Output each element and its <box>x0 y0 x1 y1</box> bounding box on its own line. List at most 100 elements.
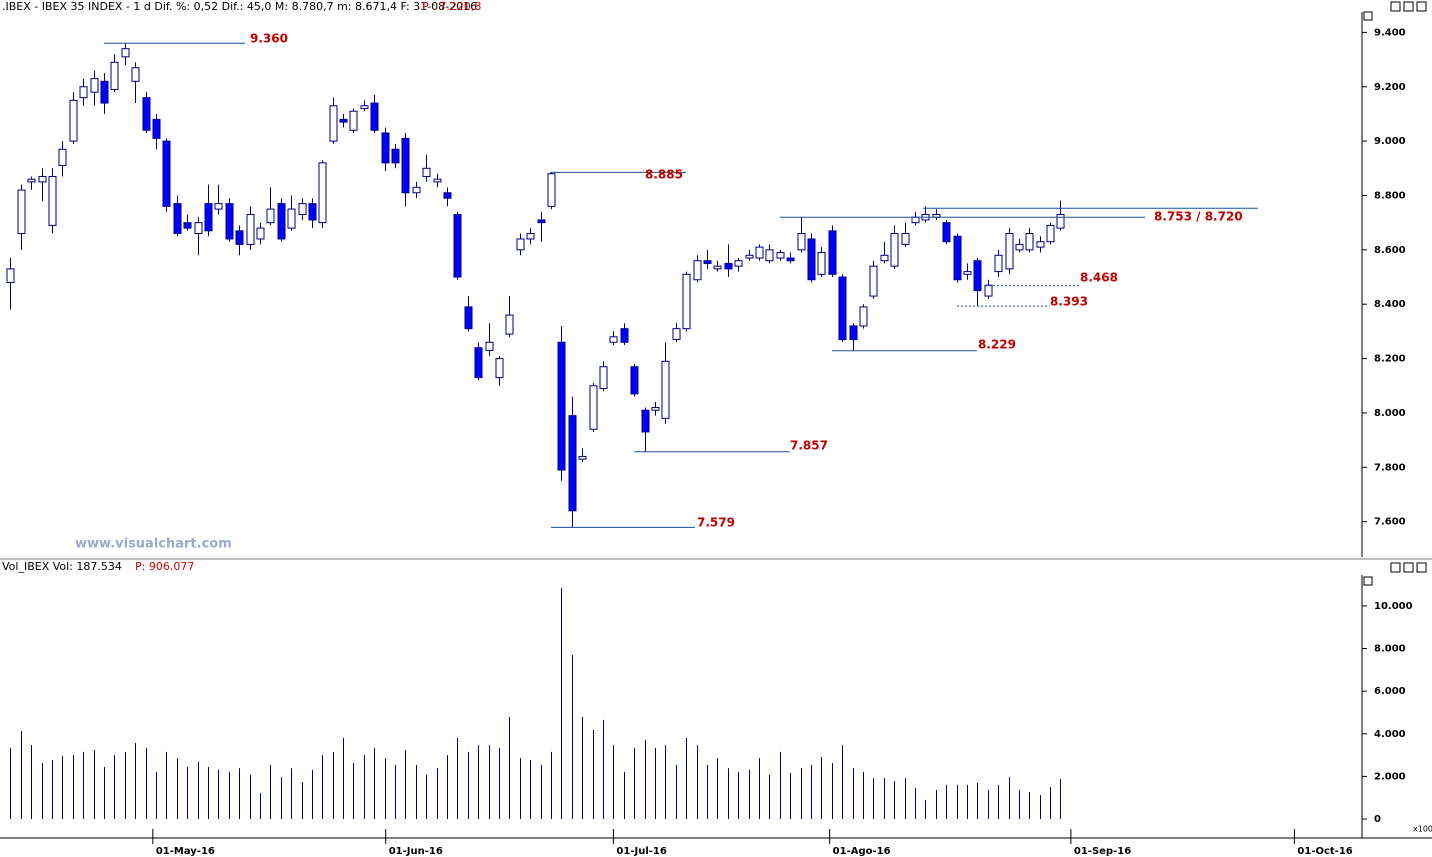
level-label: 8.468 <box>1080 271 1118 285</box>
candle-body <box>464 306 473 330</box>
close-button[interactable] <box>1416 1 1427 12</box>
candle-body <box>287 208 296 229</box>
candle-body <box>6 268 15 283</box>
candle-body <box>620 328 629 343</box>
candle-body <box>911 216 920 224</box>
candle-body <box>817 252 826 275</box>
watermark: www.visualchart.com <box>75 537 232 552</box>
candle-body <box>121 48 130 58</box>
candle-body <box>266 208 275 224</box>
candle-body <box>526 233 535 240</box>
x-tick-label: 01-Jun-16 <box>389 846 443 857</box>
candle-body <box>1046 224 1055 243</box>
candle-body <box>90 78 99 93</box>
candle-body <box>495 358 504 379</box>
x-tick-label: 01-Jul-16 <box>616 846 666 857</box>
candle-body <box>765 249 774 262</box>
minimize-button[interactable] <box>1390 1 1401 12</box>
scroll-button[interactable] <box>1363 576 1373 586</box>
candle-body <box>58 148 67 167</box>
candle-body <box>27 178 36 183</box>
candle-body <box>401 137 410 194</box>
candle-body <box>235 230 244 245</box>
candle-body <box>828 230 837 275</box>
close-button[interactable] <box>1416 562 1427 573</box>
candle-body <box>755 246 764 259</box>
candle-body <box>734 260 743 267</box>
y-tick-label: 10.000 <box>1374 601 1413 612</box>
candle-body <box>703 260 712 264</box>
price-header: .IBEX - IBEX 35 INDEX - 1 d Dif. %: 0,52… <box>2 0 477 13</box>
candle-body <box>547 173 556 207</box>
candle-body <box>609 336 618 343</box>
maximize-button[interactable] <box>1403 1 1414 12</box>
candle-body <box>225 203 234 240</box>
level-label: 9.360 <box>250 32 288 46</box>
candle-body <box>48 175 57 226</box>
candle-body <box>589 385 598 430</box>
candle-body <box>360 105 369 109</box>
candle-body <box>724 262 733 270</box>
candle-body <box>963 271 972 275</box>
window-buttons[interactable] <box>1363 1 1427 586</box>
candle-body <box>838 276 847 341</box>
candle-body <box>859 306 868 327</box>
candle-body <box>110 61 119 90</box>
maximize-button[interactable] <box>1403 562 1414 573</box>
level-label: 7.579 <box>697 516 735 530</box>
candle-body <box>516 238 525 251</box>
x-tick-label: 01-Ago-16 <box>833 846 891 857</box>
candle-body <box>142 97 151 131</box>
candle-body <box>349 110 358 131</box>
level-label: 8.885 <box>645 168 683 182</box>
candle-body <box>17 189 26 235</box>
y-tick-label: 9.200 <box>1374 82 1406 93</box>
candle-body <box>953 235 962 281</box>
candle-body <box>890 233 899 267</box>
y-tick-label: 8.000 <box>1374 644 1406 655</box>
candle-body <box>797 233 806 251</box>
candle-body <box>537 219 546 224</box>
x-tick-label: 01-Oct-16 <box>1297 846 1352 857</box>
candle-body <box>370 102 379 131</box>
candle-body <box>391 148 400 164</box>
candle-body <box>568 415 577 512</box>
candle-body <box>100 80 109 104</box>
x-tick-label: 01-May-16 <box>156 846 215 857</box>
candle-body <box>651 406 660 411</box>
candle-body <box>599 366 608 389</box>
candle-body <box>173 203 182 235</box>
candle-body <box>194 222 203 235</box>
price-header-extra: P : 7.220,8 <box>422 0 481 13</box>
candle-body <box>672 328 681 341</box>
candle-body <box>474 347 483 379</box>
volume-header-extra: P: 906.077 <box>135 560 194 573</box>
volume-unit: x100 <box>1413 825 1432 834</box>
candle-body <box>1025 233 1034 251</box>
candle-body <box>745 254 754 259</box>
candle-body <box>214 203 223 210</box>
y-tick-label: 7.800 <box>1374 462 1406 473</box>
candle-body <box>661 360 670 419</box>
minimize-button[interactable] <box>1390 562 1401 573</box>
candle-body <box>79 86 88 99</box>
candle-body <box>318 162 327 224</box>
candle-body <box>256 227 265 240</box>
candle-body <box>422 167 431 177</box>
candle-body <box>942 222 951 243</box>
candle-body <box>277 203 286 240</box>
candle-body <box>485 341 494 351</box>
candle-body <box>204 203 213 232</box>
level-label: 8.393 <box>1050 295 1088 309</box>
volume-header: Vol_IBEX Vol: 187.534 <box>2 560 122 573</box>
candle-body <box>1005 233 1014 270</box>
candle-body <box>433 178 442 183</box>
candle-body <box>849 325 858 341</box>
scroll-button[interactable] <box>1363 11 1373 21</box>
candle-body <box>381 132 390 164</box>
candle-body <box>152 118 161 139</box>
candle-body <box>713 265 722 270</box>
candle-body <box>38 175 47 183</box>
candle-body <box>578 455 587 460</box>
